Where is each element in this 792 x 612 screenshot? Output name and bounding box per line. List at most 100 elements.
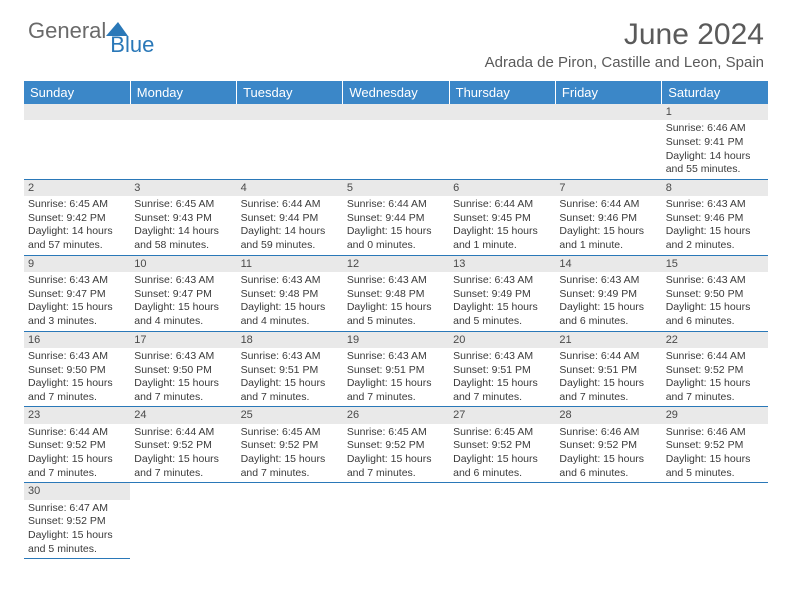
weekday-wed: Wednesday: [343, 81, 449, 104]
day-details: [237, 120, 343, 124]
calendar-cell: [130, 104, 236, 179]
calendar-cell: [343, 104, 449, 179]
day-details: Sunrise: 6:43 AMSunset: 9:47 PMDaylight:…: [24, 272, 130, 331]
calendar-row: 16Sunrise: 6:43 AMSunset: 9:50 PMDayligh…: [24, 331, 768, 407]
calendar-cell: 24Sunrise: 6:44 AMSunset: 9:52 PMDayligh…: [130, 407, 236, 483]
calendar-body: 1Sunrise: 6:46 AMSunset: 9:41 PMDaylight…: [24, 104, 768, 559]
calendar-cell: 2Sunrise: 6:45 AMSunset: 9:42 PMDaylight…: [24, 179, 130, 255]
day-number: 16: [24, 332, 130, 348]
calendar-cell: 3Sunrise: 6:45 AMSunset: 9:43 PMDaylight…: [130, 179, 236, 255]
calendar-cell: 30Sunrise: 6:47 AMSunset: 9:52 PMDayligh…: [24, 483, 130, 559]
day-number: 24: [130, 407, 236, 423]
calendar-cell: 29Sunrise: 6:46 AMSunset: 9:52 PMDayligh…: [662, 407, 768, 483]
calendar-cell: [237, 104, 343, 179]
day-number: 5: [343, 180, 449, 196]
calendar-cell: 27Sunrise: 6:45 AMSunset: 9:52 PMDayligh…: [449, 407, 555, 483]
calendar-cell: 13Sunrise: 6:43 AMSunset: 9:49 PMDayligh…: [449, 255, 555, 331]
day-details: Sunrise: 6:43 AMSunset: 9:50 PMDaylight:…: [24, 348, 130, 407]
weekday-fri: Friday: [555, 81, 661, 104]
day-number: 21: [555, 332, 661, 348]
calendar-cell: 4Sunrise: 6:44 AMSunset: 9:44 PMDaylight…: [237, 179, 343, 255]
day-details: Sunrise: 6:46 AMSunset: 9:52 PMDaylight:…: [662, 424, 768, 483]
day-number: 26: [343, 407, 449, 423]
day-details: Sunrise: 6:47 AMSunset: 9:52 PMDaylight:…: [24, 500, 130, 559]
day-number: 29: [662, 407, 768, 423]
location-text: Adrada de Piron, Castille and Leon, Spai…: [485, 54, 764, 71]
month-title: June 2024: [485, 18, 764, 52]
day-number: [555, 104, 661, 120]
day-details: Sunrise: 6:43 AMSunset: 9:51 PMDaylight:…: [449, 348, 555, 407]
weekday-thu: Thursday: [449, 81, 555, 104]
day-number: [343, 104, 449, 120]
calendar-cell: 25Sunrise: 6:45 AMSunset: 9:52 PMDayligh…: [237, 407, 343, 483]
day-details: Sunrise: 6:45 AMSunset: 9:42 PMDaylight:…: [24, 196, 130, 255]
day-number: 30: [24, 483, 130, 499]
weekday-tue: Tuesday: [237, 81, 343, 104]
day-number: 13: [449, 256, 555, 272]
calendar-cell: 22Sunrise: 6:44 AMSunset: 9:52 PMDayligh…: [662, 331, 768, 407]
day-details: Sunrise: 6:45 AMSunset: 9:52 PMDaylight:…: [449, 424, 555, 483]
day-details: [343, 120, 449, 124]
day-number: [237, 104, 343, 120]
day-number: 20: [449, 332, 555, 348]
calendar-cell: 8Sunrise: 6:43 AMSunset: 9:46 PMDaylight…: [662, 179, 768, 255]
calendar-cell: [24, 104, 130, 179]
calendar-cell: [555, 104, 661, 179]
day-number: 3: [130, 180, 236, 196]
day-number: 27: [449, 407, 555, 423]
day-details: Sunrise: 6:43 AMSunset: 9:48 PMDaylight:…: [343, 272, 449, 331]
day-details: Sunrise: 6:44 AMSunset: 9:51 PMDaylight:…: [555, 348, 661, 407]
header: General Blue June 2024 Adrada de Piron, …: [0, 0, 792, 77]
calendar-row: 1Sunrise: 6:46 AMSunset: 9:41 PMDaylight…: [24, 104, 768, 179]
day-number: 19: [343, 332, 449, 348]
calendar-cell: 7Sunrise: 6:44 AMSunset: 9:46 PMDaylight…: [555, 179, 661, 255]
day-details: [449, 120, 555, 124]
calendar-cell: 11Sunrise: 6:43 AMSunset: 9:48 PMDayligh…: [237, 255, 343, 331]
calendar-row: 23Sunrise: 6:44 AMSunset: 9:52 PMDayligh…: [24, 407, 768, 483]
calendar-cell: 17Sunrise: 6:43 AMSunset: 9:50 PMDayligh…: [130, 331, 236, 407]
day-details: Sunrise: 6:44 AMSunset: 9:44 PMDaylight:…: [343, 196, 449, 255]
weekday-sat: Saturday: [662, 81, 768, 104]
logo-text-blue: Blue: [110, 32, 154, 58]
day-number: 18: [237, 332, 343, 348]
day-number: 22: [662, 332, 768, 348]
calendar-cell: 6Sunrise: 6:44 AMSunset: 9:45 PMDaylight…: [449, 179, 555, 255]
calendar-cell: 28Sunrise: 6:46 AMSunset: 9:52 PMDayligh…: [555, 407, 661, 483]
day-number: [130, 104, 236, 120]
day-number: 15: [662, 256, 768, 272]
day-number: 11: [237, 256, 343, 272]
logo-text-general: General: [28, 18, 106, 44]
calendar-cell: [130, 483, 236, 559]
day-details: Sunrise: 6:43 AMSunset: 9:47 PMDaylight:…: [130, 272, 236, 331]
day-details: Sunrise: 6:44 AMSunset: 9:44 PMDaylight:…: [237, 196, 343, 255]
day-number: [24, 104, 130, 120]
day-details: Sunrise: 6:44 AMSunset: 9:52 PMDaylight:…: [662, 348, 768, 407]
day-number: 2: [24, 180, 130, 196]
weekday-sun: Sunday: [24, 81, 130, 104]
day-number: 23: [24, 407, 130, 423]
day-number: 14: [555, 256, 661, 272]
calendar-cell: 10Sunrise: 6:43 AMSunset: 9:47 PMDayligh…: [130, 255, 236, 331]
day-details: [555, 120, 661, 124]
day-number: 8: [662, 180, 768, 196]
day-details: Sunrise: 6:43 AMSunset: 9:48 PMDaylight:…: [237, 272, 343, 331]
calendar-row: 30Sunrise: 6:47 AMSunset: 9:52 PMDayligh…: [24, 483, 768, 559]
calendar-cell: 19Sunrise: 6:43 AMSunset: 9:51 PMDayligh…: [343, 331, 449, 407]
day-details: Sunrise: 6:45 AMSunset: 9:43 PMDaylight:…: [130, 196, 236, 255]
calendar-cell: 5Sunrise: 6:44 AMSunset: 9:44 PMDaylight…: [343, 179, 449, 255]
logo: General Blue: [28, 18, 154, 44]
day-number: 7: [555, 180, 661, 196]
calendar-cell: [343, 483, 449, 559]
calendar-cell: 20Sunrise: 6:43 AMSunset: 9:51 PMDayligh…: [449, 331, 555, 407]
calendar-cell: 1Sunrise: 6:46 AMSunset: 9:41 PMDaylight…: [662, 104, 768, 179]
calendar-cell: 14Sunrise: 6:43 AMSunset: 9:49 PMDayligh…: [555, 255, 661, 331]
calendar-cell: 9Sunrise: 6:43 AMSunset: 9:47 PMDaylight…: [24, 255, 130, 331]
day-details: Sunrise: 6:45 AMSunset: 9:52 PMDaylight:…: [343, 424, 449, 483]
day-details: Sunrise: 6:46 AMSunset: 9:41 PMDaylight:…: [662, 120, 768, 179]
day-details: [24, 120, 130, 124]
day-number: [449, 104, 555, 120]
day-details: Sunrise: 6:45 AMSunset: 9:52 PMDaylight:…: [237, 424, 343, 483]
day-details: Sunrise: 6:44 AMSunset: 9:52 PMDaylight:…: [130, 424, 236, 483]
day-number: 9: [24, 256, 130, 272]
calendar-cell: 12Sunrise: 6:43 AMSunset: 9:48 PMDayligh…: [343, 255, 449, 331]
